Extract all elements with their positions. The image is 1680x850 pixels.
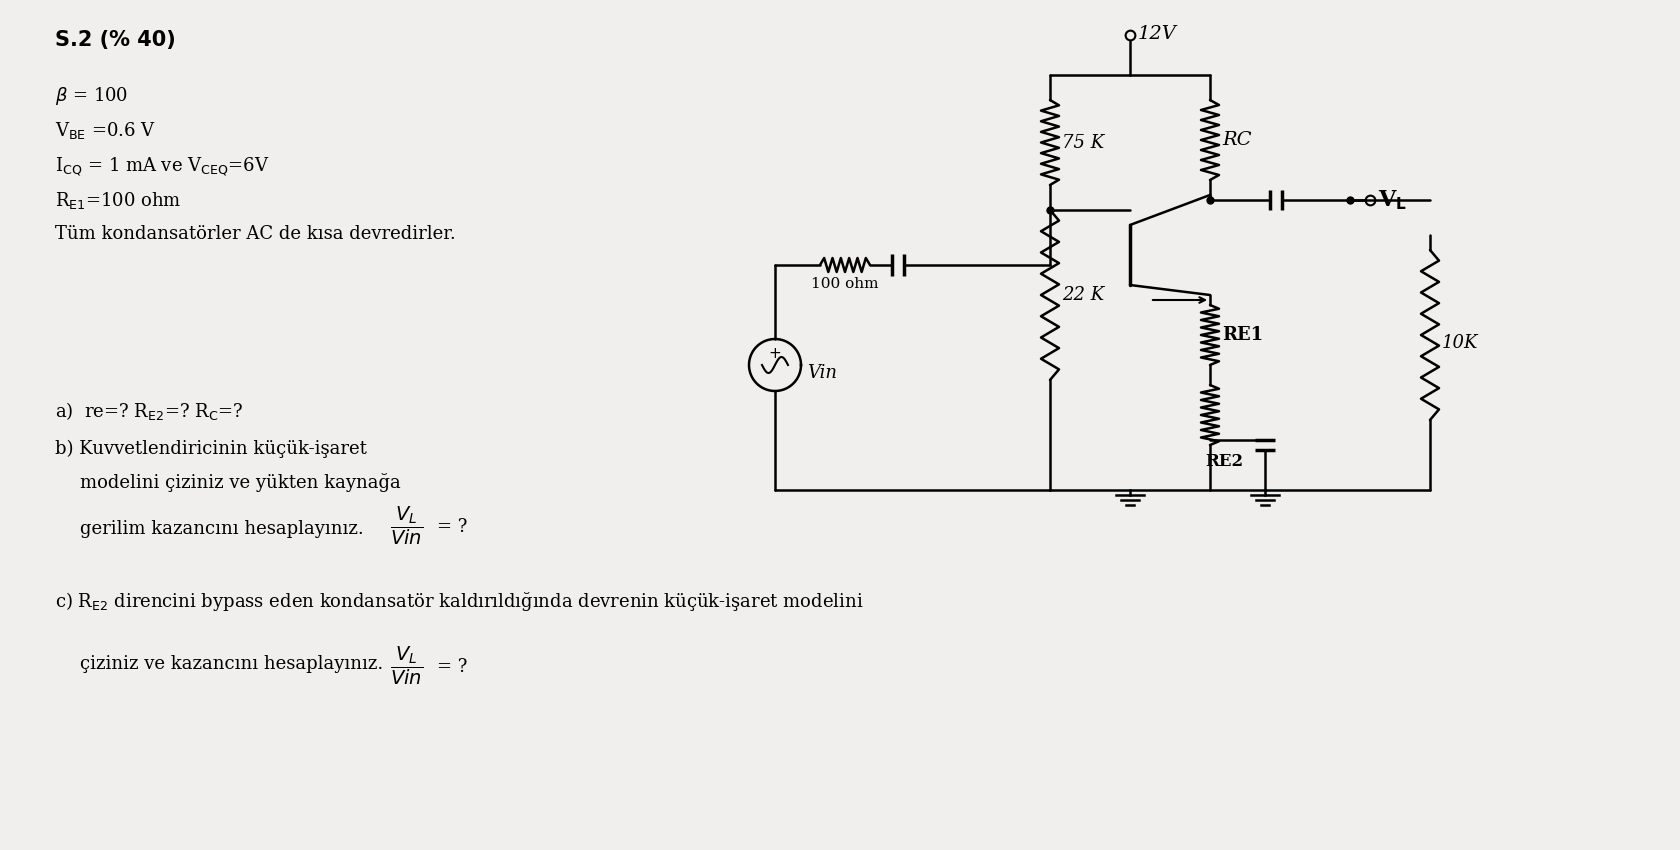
Text: 12V: 12V — [1137, 25, 1176, 43]
Text: $\dfrac{V_L}{Vin}$: $\dfrac{V_L}{Vin}$ — [390, 505, 423, 547]
Text: $\dfrac{V_L}{Vin}$: $\dfrac{V_L}{Vin}$ — [390, 645, 423, 688]
Text: V$_\mathbf{L}$: V$_\mathbf{L}$ — [1378, 188, 1406, 212]
Text: RC: RC — [1221, 131, 1250, 149]
Text: I$_{\rm CQ}$ = 1 mA ve V$_{\rm CEQ}$=6V: I$_{\rm CQ}$ = 1 mA ve V$_{\rm CEQ}$=6V — [55, 155, 269, 178]
Text: Vin: Vin — [806, 364, 837, 382]
Text: c) R$_{\rm E2}$ direncini bypass eden kondansatör kaldırıldığında devrenin küçük: c) R$_{\rm E2}$ direncini bypass eden ko… — [55, 590, 864, 613]
Text: a)  re=? R$_{\rm E2}$=? R$_{\rm C}$=?: a) re=? R$_{\rm E2}$=? R$_{\rm C}$=? — [55, 400, 244, 422]
Text: Tüm kondansatörler AC de kısa devredirler.: Tüm kondansatörler AC de kısa devredirle… — [55, 225, 455, 243]
Text: 75 K: 75 K — [1062, 133, 1104, 151]
Text: V$_{\rm BE}$ =0.6 V: V$_{\rm BE}$ =0.6 V — [55, 120, 156, 141]
Text: RE1: RE1 — [1221, 326, 1262, 344]
Text: R$_{\rm E1}$=100 ohm: R$_{\rm E1}$=100 ohm — [55, 190, 181, 211]
Text: b) Kuvvetlendiricinin küçük-işaret: b) Kuvvetlendiricinin küçük-işaret — [55, 440, 366, 458]
Text: RE2: RE2 — [1205, 453, 1243, 470]
Text: $\beta$ = 100: $\beta$ = 100 — [55, 85, 128, 107]
Text: modelini çiziniz ve yükten kaynağa: modelini çiziniz ve yükten kaynağa — [81, 473, 400, 492]
Text: +: + — [768, 345, 781, 360]
Text: = ?: = ? — [437, 658, 467, 676]
Text: gerilim kazancını hesaplayınız.: gerilim kazancını hesaplayınız. — [81, 520, 363, 538]
Text: = ?: = ? — [437, 518, 467, 536]
Text: 22 K: 22 K — [1062, 286, 1104, 304]
Text: 100 ohm: 100 ohm — [811, 277, 879, 291]
Text: çiziniz ve kazancını hesaplayınız.: çiziniz ve kazancını hesaplayınız. — [81, 655, 383, 673]
Text: 10K: 10K — [1441, 333, 1478, 352]
Text: S.2 (% 40): S.2 (% 40) — [55, 30, 176, 50]
